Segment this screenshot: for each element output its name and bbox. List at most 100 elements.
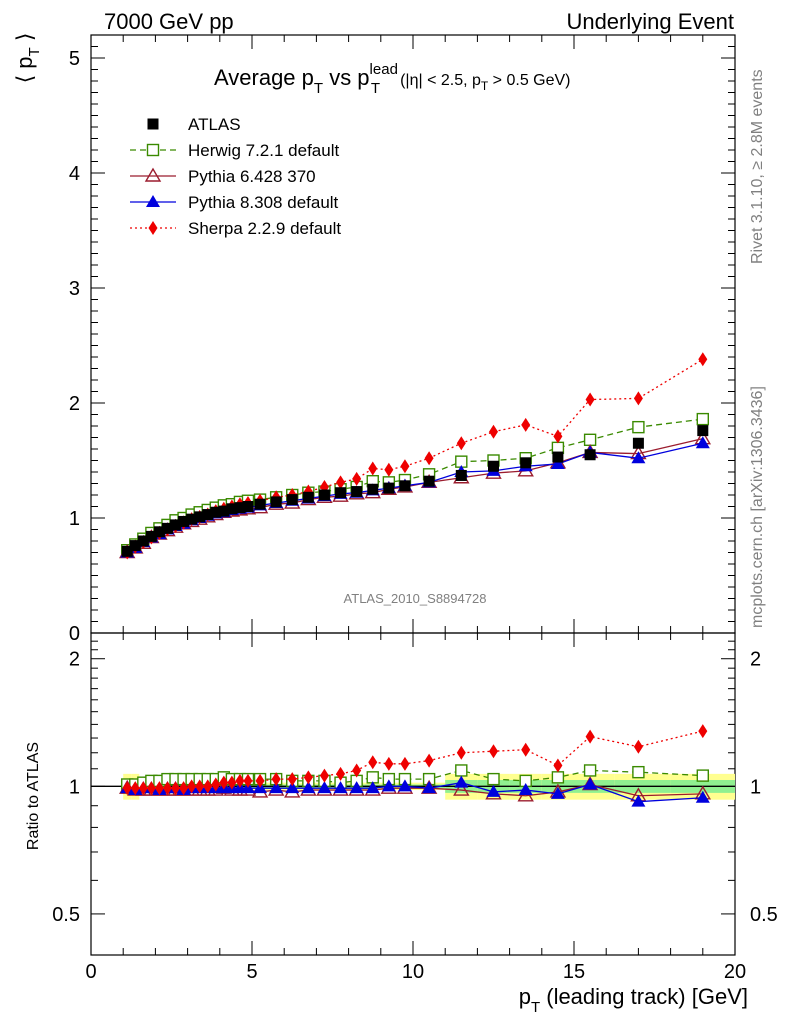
- legend-label-sherpa-2-2-9-default: Sherpa 2.2.9 default: [188, 219, 341, 238]
- point-atlas: [318, 489, 330, 501]
- ratio-point-herwig-7-2-1-default: [696, 769, 709, 782]
- point-atlas: [488, 460, 499, 472]
- point-sherpa-2-2-9-default: [424, 451, 434, 466]
- ratio-point-pythia-8-308-default: [422, 781, 437, 794]
- ratio-point-pythia-8-308-default: [365, 781, 380, 794]
- ratio-y-tick-label: 0.5: [750, 904, 778, 926]
- ratio-point-sherpa-2-2-9-default: [122, 781, 132, 796]
- point-atlas: [270, 496, 282, 508]
- ratio-point-sherpa-2-2-9-default: [553, 758, 563, 773]
- legend-marker-sherpa-2-2-9-default: [148, 221, 158, 235]
- point-atlas: [186, 513, 198, 525]
- point-atlas: [286, 494, 298, 506]
- ratio-y-tick-label: 0.5: [52, 904, 80, 926]
- point-atlas: [242, 501, 254, 512]
- point-sherpa-2-2-9-default: [384, 462, 394, 477]
- ratio-point-sherpa-2-2-9-default: [187, 779, 197, 794]
- ratio-point-herwig-7-2-1-default: [455, 764, 468, 777]
- point-atlas: [399, 480, 411, 492]
- x-tick-label: 20: [724, 961, 746, 983]
- axes-layer: 0 5 10 15 20 1 2 3 4 5 0 0.5 0.5 1 1 2 2: [52, 34, 778, 983]
- point-atlas: [367, 483, 379, 495]
- ratio-point-sherpa-2-2-9-default: [195, 779, 205, 794]
- point-sherpa-2-2-9-default: [400, 459, 410, 474]
- point-atlas: [210, 506, 222, 518]
- ratio-point-sherpa-2-2-9-default: [400, 756, 410, 771]
- analysis-watermark: ATLAS_2010_S8894728: [344, 591, 487, 606]
- ratio-point-pythia-8-308-default: [317, 781, 332, 794]
- point-atlas: [455, 469, 467, 481]
- point-atlas: [383, 482, 395, 494]
- point-pythia-8-308-default: [695, 436, 710, 449]
- ratio-point-sherpa-2-2-9-default: [521, 742, 531, 757]
- header-right: Underlying Event: [566, 9, 734, 34]
- ratio-point-pythia-8-308-default: [301, 781, 316, 794]
- point-sherpa-2-2-9-default: [456, 436, 466, 451]
- legend-marker-herwig-7-2-1-default: [146, 143, 160, 157]
- ratio-point-sherpa-2-2-9-default: [456, 745, 466, 760]
- ratio-point-sherpa-2-2-9-default: [287, 772, 297, 787]
- mcplots-info: mcplots.cern.ch [arXiv:1306.3436]: [749, 386, 766, 628]
- legend-label-herwig-7-2-1-default: Herwig 7.2.1 default: [188, 141, 339, 160]
- ratio-point-sherpa-2-2-9-default: [227, 775, 237, 790]
- ratio-point-sherpa-2-2-9-default: [303, 770, 313, 785]
- ratio-point-pythia-8-308-default: [550, 786, 565, 799]
- legend-label-pythia-8-308-default: Pythia 8.308 default: [188, 193, 339, 212]
- point-atlas: [178, 515, 190, 527]
- ratio-point-pythia-8-308-default: [583, 777, 598, 790]
- ratio-point-sherpa-2-2-9-default: [368, 755, 378, 770]
- ratio-point-sherpa-2-2-9-default: [489, 744, 498, 759]
- ratio-point-sherpa-2-2-9-default: [319, 768, 329, 783]
- x-axis-label: pT (leading track) [GeV]: [519, 984, 748, 1016]
- ratio-point-sherpa-2-2-9-default: [384, 756, 394, 771]
- ratio-point-sherpa-2-2-9-default: [130, 781, 140, 796]
- ratio-point-sherpa-2-2-9-default: [154, 781, 164, 796]
- point-herwig-7-2-1-default: [696, 412, 709, 426]
- point-atlas: [697, 425, 709, 437]
- ratio-point-sherpa-2-2-9-default: [203, 779, 213, 794]
- ratio-point-pythia-6-428-370: [453, 781, 470, 796]
- point-atlas: [226, 503, 238, 515]
- plot-title: Average pT vs plead T (|η| < 2.5, pT > 0.5…: [214, 61, 571, 97]
- ratio-point-sherpa-2-2-9-default: [171, 781, 181, 796]
- ratio-point-pythia-8-308-default: [285, 781, 300, 794]
- x-tick-label: 10: [402, 961, 424, 983]
- y-axis-label-ratio: Ratio to ATLAS: [25, 742, 42, 850]
- ratio-point-pythia-8-308-default: [695, 790, 710, 803]
- legend-marker-pythia-8-308-default: [146, 195, 160, 207]
- point-atlas: [129, 540, 141, 552]
- point-herwig-7-2-1-default: [632, 420, 645, 434]
- ratio-point-sherpa-2-2-9-default: [585, 729, 595, 744]
- point-sherpa-2-2-9-default: [553, 429, 563, 444]
- ratio-point-herwig-7-2-1-default: [487, 772, 500, 786]
- point-atlas: [170, 519, 182, 531]
- ratio-line-sherpa-2-2-9-default: [127, 730, 703, 789]
- point-atlas: [153, 526, 165, 538]
- ratio-point-sherpa-2-2-9-default: [243, 773, 253, 788]
- y-tick-label: 5: [69, 48, 80, 70]
- y-tick-label: 3: [69, 278, 80, 300]
- y-tick-label: 2: [69, 393, 80, 415]
- point-atlas: [145, 530, 157, 542]
- y-tick-label: 0: [69, 623, 80, 645]
- y-tick-label: 1: [69, 508, 80, 530]
- point-atlas: [202, 509, 214, 521]
- y-tick-label: 4: [69, 163, 80, 185]
- ratio-y-tick-label: 2: [69, 649, 80, 671]
- point-sherpa-2-2-9-default: [521, 417, 531, 432]
- legend: ATLAS Herwig 7.2.1 default Pythia 6.428 37…: [130, 115, 341, 238]
- ratio-point-pythia-8-308-default: [454, 775, 469, 788]
- x-tick-label: 5: [246, 961, 257, 983]
- point-pythia-8-308-default: [550, 456, 565, 469]
- point-atlas: [584, 449, 596, 461]
- point-atlas: [520, 457, 532, 469]
- ratio-point-sherpa-2-2-9-default: [255, 773, 265, 788]
- ratio-point-pythia-8-308-default: [333, 781, 348, 794]
- ratio-point-sherpa-2-2-9-default: [698, 724, 708, 739]
- legend-marker-atlas: [147, 118, 159, 130]
- point-atlas: [632, 437, 644, 449]
- ratio-point-sherpa-2-2-9-default: [211, 777, 221, 792]
- point-pythia-8-308-default: [631, 451, 646, 464]
- y-axis-label-main: ⟨ pT ⟩: [12, 33, 43, 84]
- point-sherpa-2-2-9-default: [633, 391, 643, 406]
